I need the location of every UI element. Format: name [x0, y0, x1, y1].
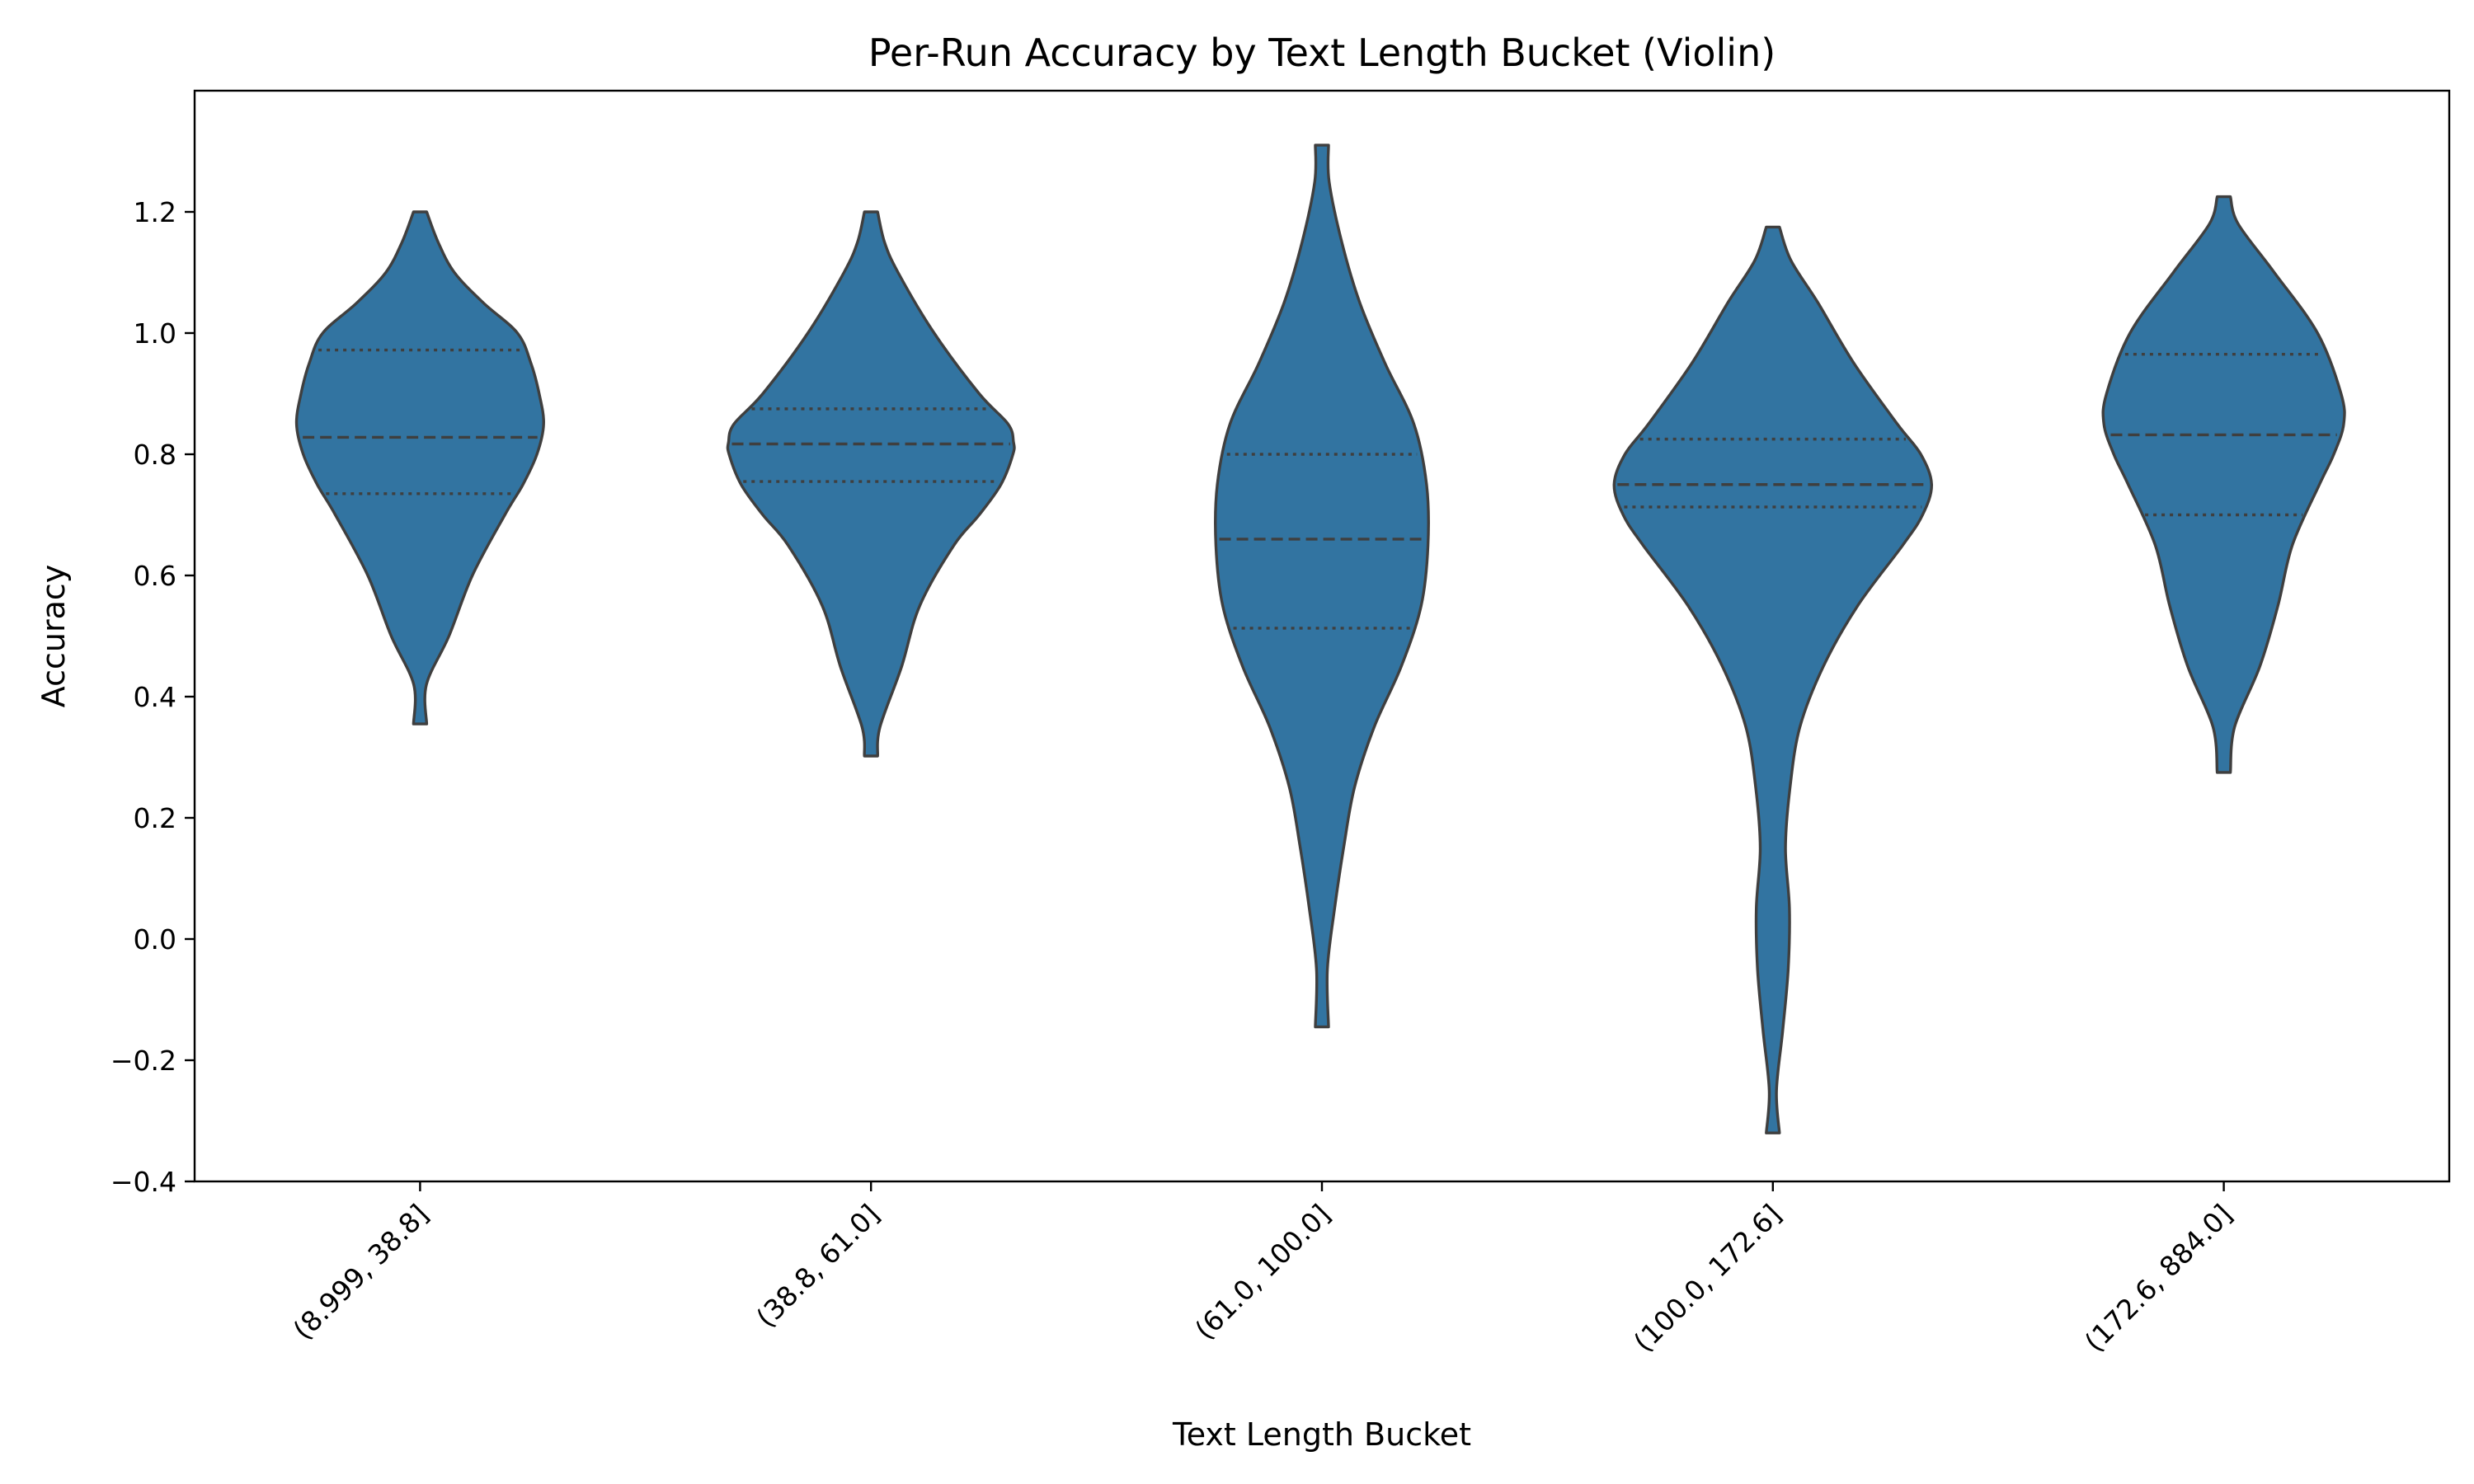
y-tick-label: −0.2: [111, 1045, 176, 1077]
y-tick-label: 0.0: [134, 923, 176, 956]
y-tick-label: 0.4: [134, 681, 176, 713]
y-tick-label: 0.8: [134, 439, 176, 471]
y-tick-label: 0.2: [134, 802, 176, 834]
violin-body: [294, 210, 545, 726]
violin-body: [1612, 225, 1934, 1134]
y-tick-label: −0.4: [111, 1166, 176, 1198]
chart-title: Per-Run Accuracy by Text Length Bucket (…: [868, 31, 1776, 75]
quartile-lines-layer: [303, 348, 2337, 630]
x-axis-title: Text Length Bucket: [1172, 1416, 1471, 1453]
violin-body: [2101, 195, 2346, 774]
violin-body: [1214, 143, 1430, 1029]
y-axis-title: Accuracy: [35, 565, 72, 708]
y-tick-label: 0.6: [134, 560, 176, 592]
violins-layer: [294, 143, 2346, 1134]
y-axis-ticks: −0.4 −0.2 0.0 0.2 0.4 0.6 0.8 1.0 1.2: [111, 196, 195, 1198]
violin-body: [726, 210, 1016, 758]
y-tick-label: 1.2: [134, 196, 176, 228]
y-tick-label: 1.0: [134, 317, 176, 350]
